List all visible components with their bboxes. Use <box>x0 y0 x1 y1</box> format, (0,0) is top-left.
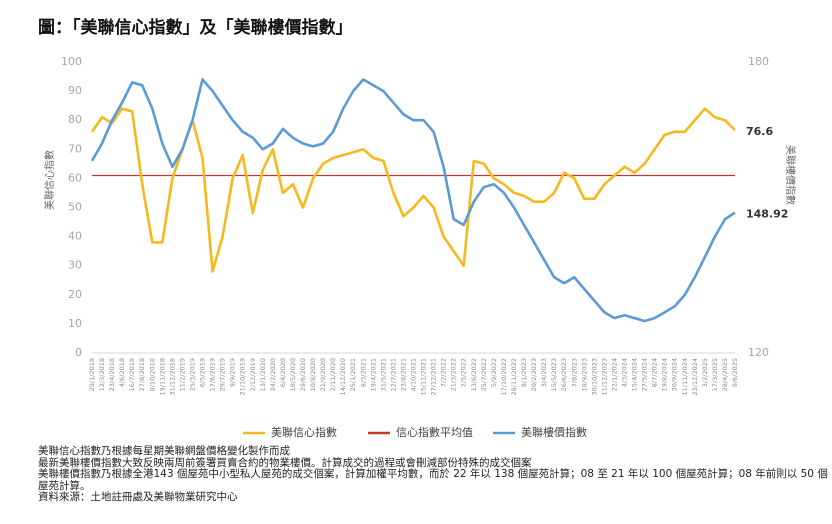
x-tick-label: 13/6/2022 <box>470 358 478 391</box>
x-tick-label: 22/1/2024 <box>610 358 618 391</box>
y-tick-label: 0 <box>75 346 82 359</box>
legend-label: 信心指數平均值 <box>396 425 473 439</box>
x-tick-label: 7/8/2023 <box>570 358 578 387</box>
end-value-label: 148.92 <box>746 208 788 221</box>
x-tick-label: 27/12/2021 <box>430 358 438 395</box>
x-tick-label: 30/9/2024 <box>671 358 679 391</box>
y-tick-label: 50 <box>68 201 82 214</box>
x-tick-label: 15/5/2023 <box>550 358 558 391</box>
x-tick-label: 6/5/2019 <box>199 358 207 387</box>
x-tick-label: 25/1/2021 <box>349 358 357 391</box>
x-tick-label: 8/3/2021 <box>359 358 367 387</box>
legend-label: 美聯樓價指數 <box>521 425 587 439</box>
x-tick-label: 14/12/2020 <box>339 358 347 395</box>
x-tick-label: 9/9/2019 <box>229 358 237 387</box>
x-tick-label: 9/1/2023 <box>520 358 528 387</box>
x-tick-label: 21/3/2022 <box>450 358 458 391</box>
x-tick-label: 16/7/2018 <box>128 358 136 391</box>
x-tick-label: 15/11/2021 <box>420 358 428 395</box>
x-tick-label: 29/6/2020 <box>299 358 307 391</box>
y-tick-label: 30 <box>68 259 82 272</box>
x-tick-label: 2/12/2019 <box>249 358 257 391</box>
y-axis-label: 美聯信心指數 <box>43 150 56 210</box>
x-tick-label: 3/2/2025 <box>701 358 709 387</box>
series-line <box>90 78 736 323</box>
note: 美聯信心指數乃根據每星期美聯網盤價格變化製作而成 <box>38 445 290 457</box>
x-tick-label: 18/9/2023 <box>580 358 588 391</box>
x-tick-label: 17/3/2025 <box>711 358 719 391</box>
legend-label: 美聯信心指數 <box>271 425 337 439</box>
x-tick-label: 12/3/2018 <box>98 358 106 391</box>
x-tick-label: 23/8/2021 <box>399 358 407 391</box>
x-tick-label: 18/5/2020 <box>289 358 297 391</box>
x-tick-label: 8/10/2018 <box>148 358 156 391</box>
x-tick-label: 17/10/2022 <box>500 358 508 395</box>
x-tick-label: 27/5/2024 <box>641 358 649 391</box>
x-tick-label: 19/4/2021 <box>369 358 377 391</box>
y-tick-label: 60 <box>68 171 82 184</box>
x-tick-label: 24/2/2020 <box>269 358 277 391</box>
x-tick-label: 19/8/2024 <box>661 358 669 391</box>
chart-title: 圖：「美聯信心指數」及「美聯樓價指數」 <box>38 17 353 38</box>
x-tick-label: 5/9/2022 <box>490 358 498 387</box>
x-tick-label: 26/6/2023 <box>560 358 568 391</box>
x-tick-label: 21/9/2020 <box>319 358 327 391</box>
x-tick-label: 30/10/2023 <box>590 358 598 395</box>
x-tick-label: 31/5/2021 <box>379 358 387 391</box>
y-tick-label: 90 <box>68 84 82 97</box>
y2-axis-label: 美聯樓價指數 <box>784 145 797 205</box>
y2-tick-label: 180 <box>748 55 769 68</box>
x-tick-label: 11/2/2019 <box>178 358 186 391</box>
x-tick-label: 28/11/2022 <box>510 358 518 395</box>
x-tick-label: 7/2/2022 <box>440 358 448 387</box>
x-tick-label: 20/2/2023 <box>530 358 538 391</box>
chart: 圖：「美聯信心指數」及「美聯樓價指數」 美聯信心指數 美聯樓價指數 0 10 20 3… <box>38 17 797 439</box>
y-tick-label: 100 <box>61 55 82 68</box>
x-tick-label: 11/12/2023 <box>600 358 608 395</box>
x-tick-label: 17/6/2019 <box>209 358 217 391</box>
y-tick-label: 20 <box>68 288 82 301</box>
note: 最新美聯樓價指數大致反映兩周前簽署買賣合約的物業樓價。計算成交的過程或會刪減部份… <box>38 456 532 469</box>
y-tick-label: 70 <box>68 142 82 155</box>
x-tick-label: 13/1/2020 <box>259 358 267 391</box>
x-tick-label: 10/8/2020 <box>309 358 317 391</box>
note: 美聯樓價指數乃根據全港143 個屋苑中小型私人屋苑的成交個案，計算加權平均數，而… <box>38 468 828 492</box>
x-tick-label: 25/7/2022 <box>480 358 488 391</box>
x-tick-label: 23/12/2024 <box>691 358 699 395</box>
x-tick-label: 11/11/2024 <box>681 358 689 395</box>
x-tick-label: 2/5/2022 <box>460 358 468 387</box>
x-tick-label: 29/7/2019 <box>219 358 227 391</box>
y-tick-label: 10 <box>68 317 82 330</box>
x-tick-label: 29/1/2018 <box>88 358 96 391</box>
y2-tick-label: 120 <box>748 346 769 359</box>
end-value-label: 76.6 <box>746 125 773 138</box>
x-tick-label: 19/11/2018 <box>158 358 166 395</box>
y-tick-label: 80 <box>68 113 82 126</box>
x-tick-label: 8/7/2024 <box>651 358 659 387</box>
x-tick-label: 9/6/2025 <box>731 358 739 387</box>
x-tick-label: 4/3/2024 <box>620 358 628 387</box>
x-tick-label: 12/7/2021 <box>389 358 397 391</box>
x-tick-label: 23/4/2018 <box>108 358 116 391</box>
y-tick-label: 40 <box>68 230 82 243</box>
x-tick-label: 15/4/2024 <box>631 358 639 391</box>
x-tick-label: 25/3/2019 <box>188 358 196 391</box>
x-tick-label: 21/10/2019 <box>239 358 247 395</box>
x-tick-label: 28/4/2025 <box>721 358 729 391</box>
notes: 美聯信心指數乃根據每星期美聯網盤價格變化製作而成 最新美聯樓價指數大致反映兩周前… <box>38 445 828 504</box>
x-tick-label: 6/4/2020 <box>279 358 287 387</box>
x-tick-label: 4/6/2018 <box>118 358 126 387</box>
note: 資料來源：土地註冊處及美聯物業研究中心 <box>38 491 238 503</box>
x-tick-label: 3/4/2023 <box>540 358 548 387</box>
x-tick-label: 2/11/2020 <box>329 358 337 391</box>
x-tick-label: 31/12/2018 <box>168 358 176 395</box>
series-line <box>90 107 736 273</box>
x-tick-label: 4/10/2021 <box>410 358 418 391</box>
x-tick-label: 27/8/2018 <box>138 358 146 391</box>
